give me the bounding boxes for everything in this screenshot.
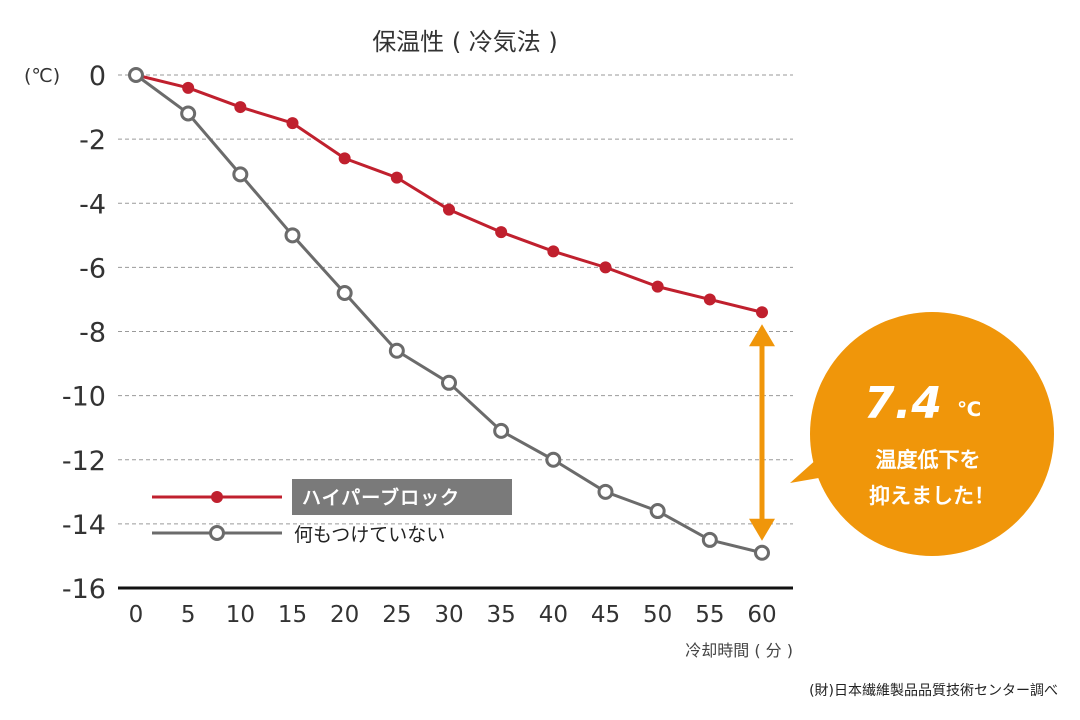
data-point-series-2: [701, 531, 718, 548]
legend-label-series-2: 何もつけていない: [294, 524, 445, 546]
y-tick-label: -8: [79, 318, 106, 349]
y-tick-label: -16: [62, 574, 106, 605]
y-tick-label: -2: [79, 125, 106, 156]
y-tick-label: -14: [62, 510, 106, 541]
data-point-series-2: [441, 374, 457, 391]
x-tick-label: 20: [330, 602, 359, 628]
data-point-series-1: [338, 152, 351, 165]
legend: ハイパーブロック 何もつけていない: [152, 479, 512, 546]
x-tick-label: 0: [129, 602, 144, 628]
data-point-series-1: [495, 226, 508, 239]
difference-arrow-head-bottom: [749, 518, 775, 541]
data-point-series-1: [703, 293, 716, 306]
data-point-series-1: [390, 171, 403, 184]
x-axis-ticks: 0 5 10 15 20 25 30 35 40 45 50 55 60: [129, 602, 777, 628]
y-tick-label: -12: [62, 446, 106, 477]
data-point-series-1: [234, 101, 247, 114]
y-tick-label: -10: [62, 382, 106, 413]
data-point-series-1: [286, 117, 299, 130]
x-tick-label: 50: [643, 602, 672, 628]
x-tick-label: 15: [278, 602, 307, 628]
x-tick-label: 45: [591, 602, 620, 628]
legend-marker-series-1: [211, 491, 223, 503]
x-tick-label: 25: [382, 602, 411, 628]
data-point-series-2: [545, 451, 562, 468]
x-axis-label: 冷却時間 ( 分 ): [685, 641, 793, 660]
difference-annotation: 7.4 ℃ 温度低下を 抑えました！: [749, 312, 1054, 556]
data-point-series-1: [547, 245, 560, 258]
x-tick-label: 10: [226, 602, 255, 628]
data-point-series-2: [180, 105, 197, 122]
data-point-series-2: [597, 483, 614, 500]
data-point-series-2: [232, 166, 249, 183]
series-group: [128, 67, 770, 561]
x-tick-label: 30: [434, 602, 463, 628]
x-tick-label: 55: [695, 602, 724, 628]
data-point-series-2: [128, 67, 144, 83]
data-point-series-1: [599, 261, 612, 274]
x-tick-label: 5: [181, 602, 196, 628]
grid-lines: [118, 74, 793, 525]
data-point-series-1: [443, 203, 455, 216]
callout-text-line-2: 抑えました！: [869, 484, 995, 508]
data-point-series-2: [336, 285, 353, 302]
x-tick-label: 40: [539, 602, 568, 628]
y-axis-ticks: 0 -2 -4 -6 -8 -10 -12 -14 -16: [62, 61, 106, 605]
data-point-series-2: [754, 544, 770, 561]
callout-text-line-1: 温度低下を: [876, 448, 981, 472]
data-point-series-2: [649, 503, 666, 520]
data-point-series-2: [284, 227, 301, 244]
data-point-series-1: [756, 306, 768, 319]
x-tick-label: 35: [487, 602, 516, 628]
legend-label-series-1: ハイパーブロック: [302, 486, 460, 509]
difference-arrow-head-top: [749, 324, 775, 347]
data-point-series-2: [388, 342, 405, 359]
y-tick-label: -6: [79, 253, 106, 284]
legend-highlight-box: [292, 479, 512, 515]
y-tick-label: 0: [89, 61, 106, 92]
y-tick-label: -4: [79, 189, 106, 220]
callout-value: 7.4: [864, 378, 942, 429]
source-note: (財)日本繊維製品品質技術センター調べ: [809, 683, 1058, 699]
data-point-series-1: [651, 280, 664, 293]
y-unit-label: (℃): [24, 65, 60, 87]
legend-marker-series-2: [209, 525, 225, 541]
series-line-1: [135, 73, 763, 314]
data-point-series-2: [493, 422, 510, 439]
x-tick-label: 60: [747, 602, 776, 628]
callout-unit: ℃: [957, 397, 981, 421]
data-point-series-1: [182, 81, 195, 94]
chart-title: 保温性 ( 冷気法 ): [372, 28, 558, 56]
callout-bubble: [810, 312, 1054, 556]
